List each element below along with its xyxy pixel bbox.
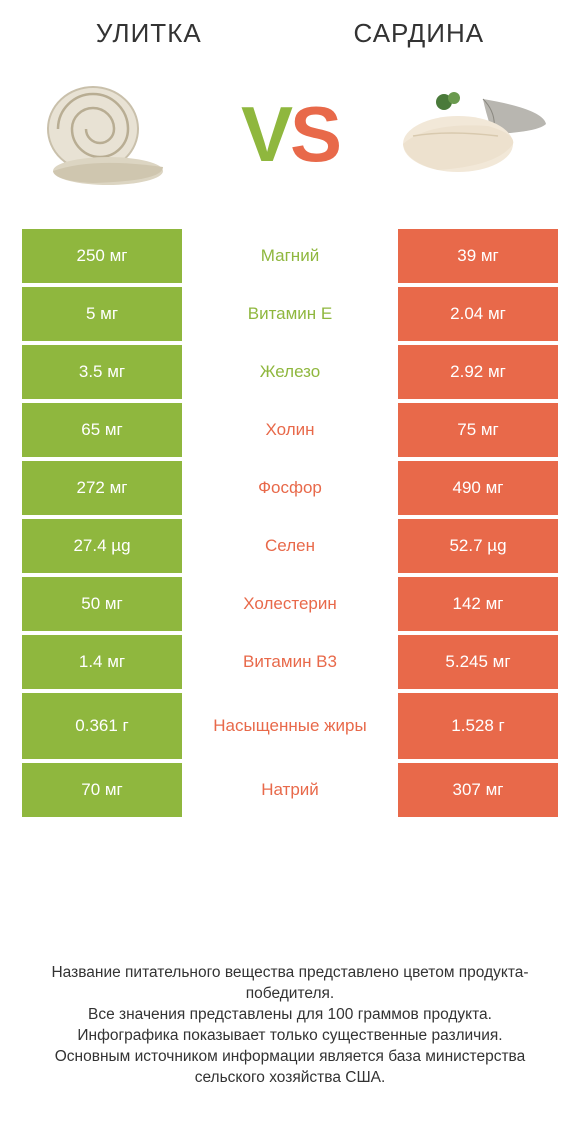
value-left: 65 мг	[22, 403, 182, 457]
value-left: 0.361 г	[22, 693, 182, 759]
table-row: 3.5 мгЖелезо2.92 мг	[22, 345, 558, 399]
vs-s: S	[290, 90, 339, 178]
table-row: 50 мгХолестерин142 мг	[22, 577, 558, 631]
footer-line-3: Инфографика показывает только существенн…	[20, 1026, 560, 1047]
table-row: 272 мгФосфор490 мг	[22, 461, 558, 515]
value-right: 75 мг	[398, 403, 558, 457]
nutrient-label: Насыщенные жиры	[182, 693, 398, 759]
snail-image	[30, 74, 185, 194]
nutrient-label: Холин	[182, 403, 398, 457]
value-left: 5 мг	[22, 287, 182, 341]
nutrient-label: Селен	[182, 519, 398, 573]
nutrient-label: Витамин B3	[182, 635, 398, 689]
table-row: 70 мгНатрий307 мг	[22, 763, 558, 817]
table-row: 250 мгМагний39 мг	[22, 229, 558, 283]
nutrient-label: Натрий	[182, 763, 398, 817]
footer-line-4: Основным источником информации является …	[20, 1047, 560, 1089]
value-right: 490 мг	[398, 461, 558, 515]
value-right: 142 мг	[398, 577, 558, 631]
table-row: 27.4 µgСелен52.7 µg	[22, 519, 558, 573]
value-right: 39 мг	[398, 229, 558, 283]
value-right: 2.92 мг	[398, 345, 558, 399]
value-left: 3.5 мг	[22, 345, 182, 399]
footer-line-1: Название питательного вещества представл…	[20, 963, 560, 1005]
value-right: 5.245 мг	[398, 635, 558, 689]
value-left: 50 мг	[22, 577, 182, 631]
value-right: 52.7 µg	[398, 519, 558, 573]
value-left: 1.4 мг	[22, 635, 182, 689]
footer-notes: Название питательного вещества представл…	[0, 933, 580, 1144]
sardine-image	[395, 74, 550, 194]
vs-v: V	[241, 90, 290, 178]
nutrient-label: Фосфор	[182, 461, 398, 515]
nutrient-label: Витамин E	[182, 287, 398, 341]
comparison-table: 250 мгМагний39 мг5 мгВитамин E2.04 мг3.5…	[0, 229, 580, 821]
nutrient-label: Железо	[182, 345, 398, 399]
nutrient-label: Холестерин	[182, 577, 398, 631]
title-left: УЛИТКА	[96, 18, 202, 49]
value-left: 70 мг	[22, 763, 182, 817]
vs-label: VS	[241, 95, 339, 173]
footer-line-2: Все значения представлены для 100 граммо…	[20, 1005, 560, 1026]
value-left: 272 мг	[22, 461, 182, 515]
value-right: 1.528 г	[398, 693, 558, 759]
hero: VS	[0, 59, 580, 229]
nutrient-label: Магний	[182, 229, 398, 283]
table-row: 1.4 мгВитамин B35.245 мг	[22, 635, 558, 689]
table-row: 0.361 гНасыщенные жиры1.528 г	[22, 693, 558, 759]
value-right: 2.04 мг	[398, 287, 558, 341]
header: УЛИТКА САРДИНА	[0, 0, 580, 59]
value-left: 27.4 µg	[22, 519, 182, 573]
value-right: 307 мг	[398, 763, 558, 817]
title-right: САРДИНА	[354, 18, 485, 49]
table-row: 65 мгХолин75 мг	[22, 403, 558, 457]
table-row: 5 мгВитамин E2.04 мг	[22, 287, 558, 341]
value-left: 250 мг	[22, 229, 182, 283]
